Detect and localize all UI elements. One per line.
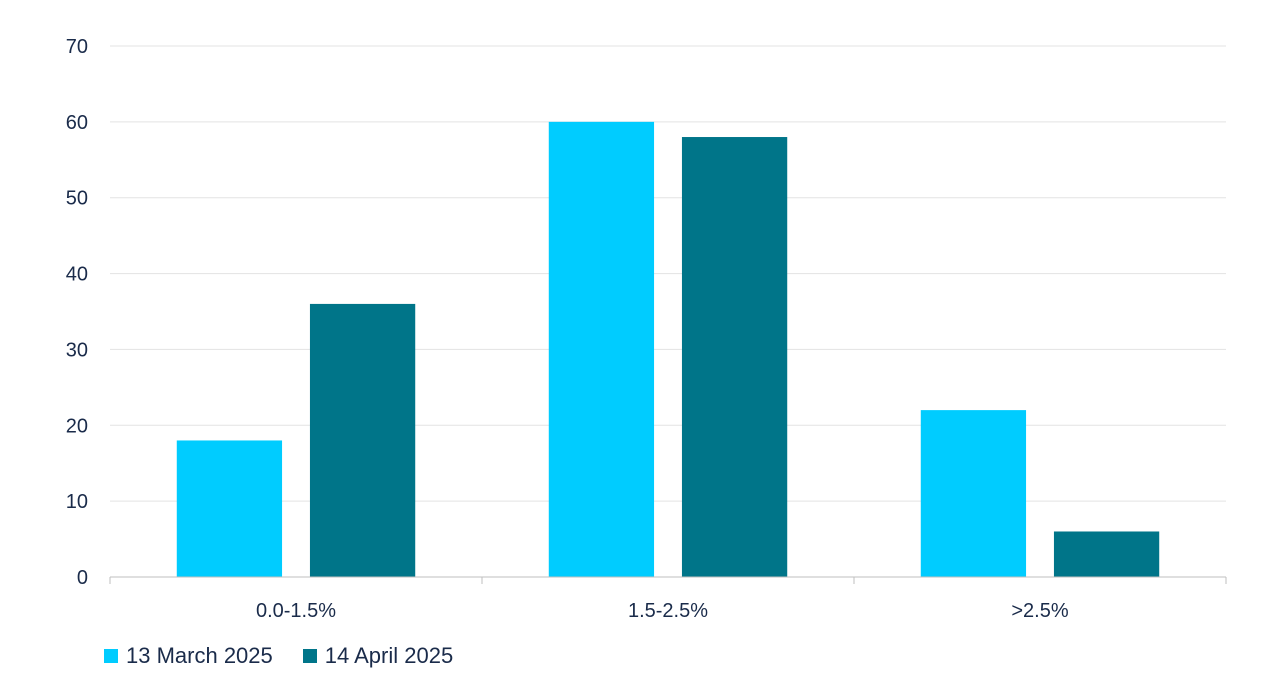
- x-tick-label: >2.5%: [1011, 600, 1068, 622]
- legend-label-series-1: 13 March 2025: [126, 643, 273, 668]
- legend: 13 March 2025 14 April 2025: [104, 643, 483, 669]
- bar-series-1-category-1: [176, 440, 283, 577]
- y-tick-label: 70: [66, 36, 88, 58]
- x-tick-label: 0.0-1.5%: [256, 600, 336, 622]
- bar-series-2-category-1: [309, 303, 416, 577]
- legend-swatch-series-2: [302, 649, 317, 663]
- gridlines: [110, 45, 1226, 502]
- x-tick-label: 1.5-2.5%: [628, 600, 708, 622]
- bar-series-2-category-2: [681, 137, 788, 577]
- y-tick-label: 0: [77, 567, 88, 589]
- y-tick-label: 50: [66, 188, 88, 210]
- bars: [176, 121, 1160, 577]
- bar-series-2-category-3: [1053, 531, 1160, 577]
- y-tick-label: 10: [66, 491, 88, 513]
- legend-item-series-1: 13 March 2025: [104, 643, 273, 669]
- bar-series-1-category-2: [548, 121, 655, 577]
- y-axis-tick-labels: 0 10 20 30 40 50 60 70: [66, 36, 88, 589]
- y-tick-label: 60: [66, 112, 88, 134]
- bar-series-1-category-3: [920, 410, 1027, 577]
- legend-item-series-2: 14 April 2025: [302, 643, 454, 669]
- legend-swatch-series-1: [104, 649, 118, 663]
- x-axis: [109, 576, 1227, 584]
- y-tick-label: 20: [66, 415, 88, 437]
- x-axis-tick-labels: 0.0-1.5% 1.5-2.5% >2.5%: [256, 600, 1069, 622]
- y-tick-label: 40: [66, 264, 88, 286]
- legend-label-series-2: 14 April 2025: [324, 643, 454, 668]
- y-tick-label: 30: [66, 339, 88, 361]
